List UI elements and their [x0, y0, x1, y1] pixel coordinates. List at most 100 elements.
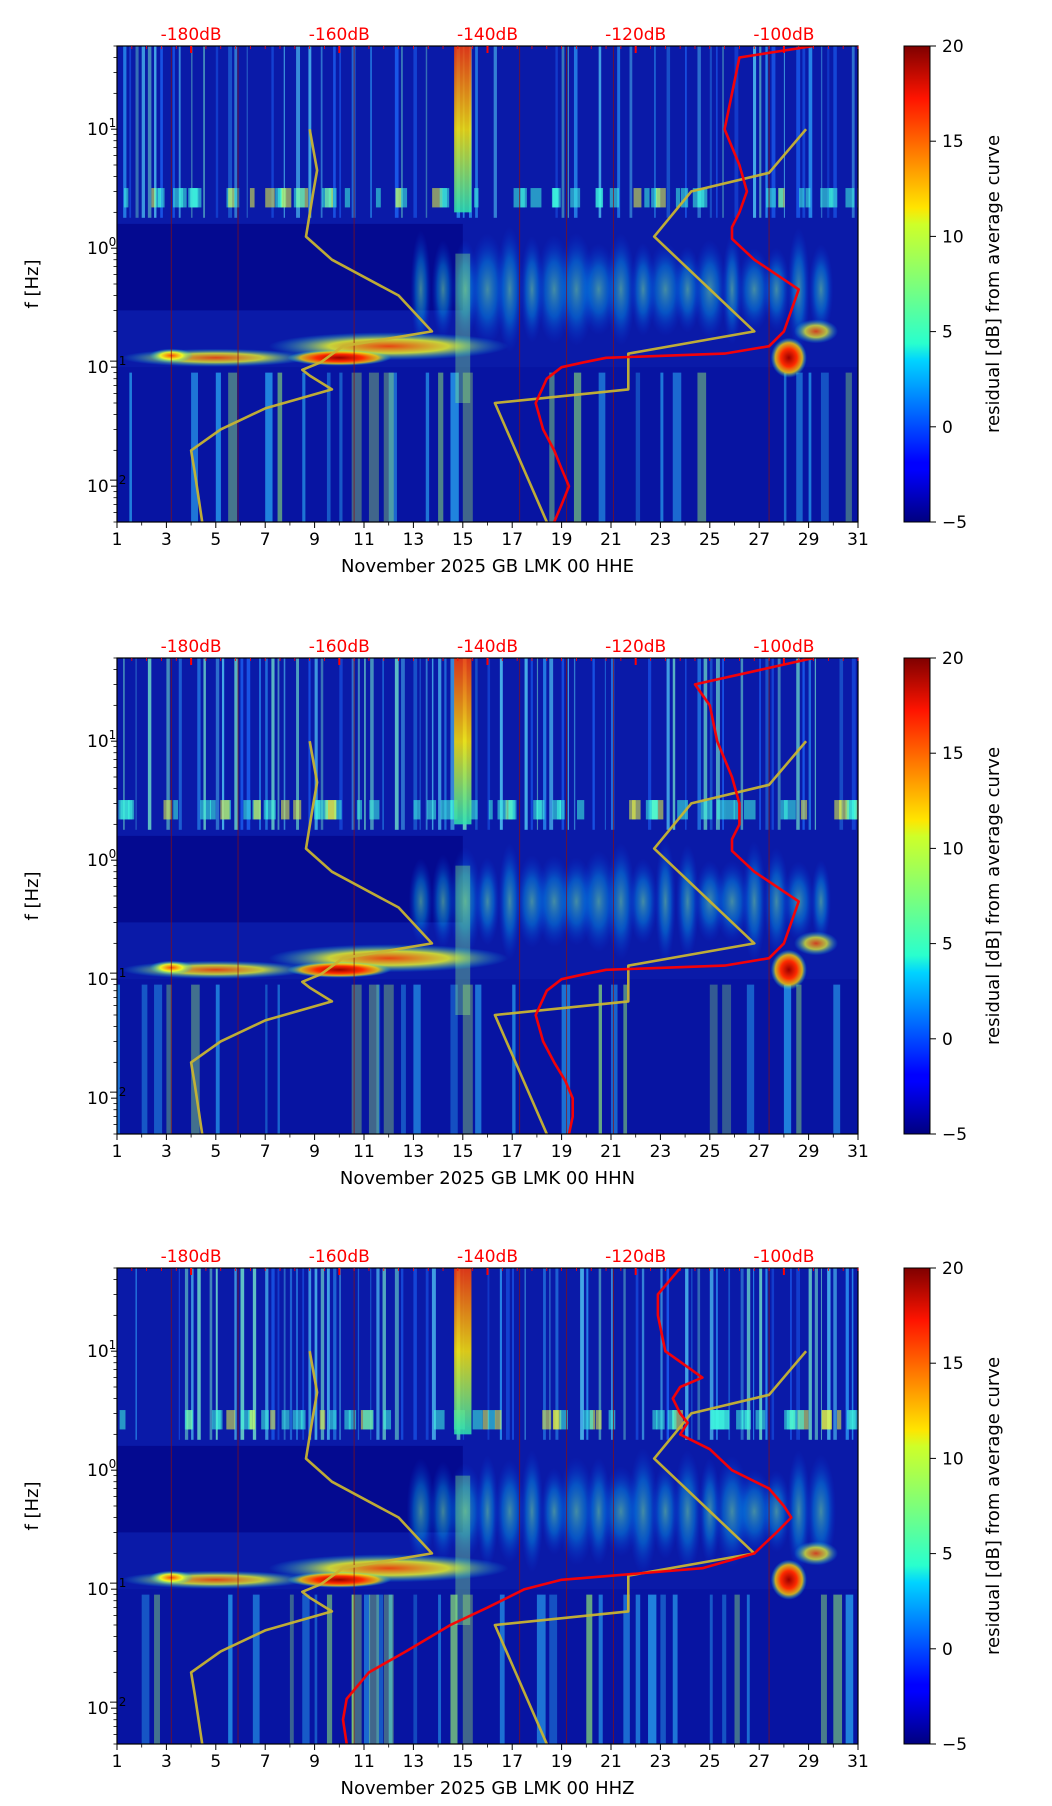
x-tick-label: 21	[600, 530, 622, 550]
streak	[302, 1268, 305, 1440]
x-tick-label: 9	[309, 1142, 320, 1162]
y-tick-label: 10−1	[87, 1576, 126, 1600]
streak	[685, 1268, 689, 1440]
streak	[759, 658, 761, 830]
average-psd-line	[534, 658, 814, 1134]
lf-stripe	[326, 1594, 333, 1744]
band-spot	[609, 188, 620, 208]
streak	[598, 1268, 602, 1440]
streak	[753, 46, 757, 218]
y-tick-label: 10−2	[87, 1085, 126, 1109]
streak	[672, 658, 676, 830]
low-frequency-band	[117, 367, 858, 522]
colorbar-tick-label: −5	[942, 513, 967, 533]
lf-stripe	[623, 984, 628, 1134]
lf-stripe	[326, 372, 331, 522]
band-spot	[552, 188, 561, 208]
lf-stripe	[598, 372, 606, 522]
microseism-streak	[476, 1455, 499, 1568]
colorbar-tick-label: 5	[942, 323, 953, 343]
x-tick-label: 7	[260, 1142, 271, 1162]
microseism-streak	[520, 1449, 544, 1574]
storm-core	[770, 1559, 807, 1600]
streak	[209, 1268, 213, 1440]
lf-stripe	[598, 984, 602, 1134]
streak	[543, 1268, 546, 1440]
streak	[697, 658, 701, 830]
x-tick-label: 3	[161, 530, 172, 550]
streak	[314, 1268, 318, 1440]
streak	[135, 658, 137, 830]
streak	[215, 1268, 218, 1440]
band-spot	[151, 188, 156, 208]
streak	[567, 46, 569, 218]
band-spot	[570, 188, 581, 208]
band-spot	[542, 1410, 552, 1430]
x-tick-label: 15	[452, 530, 474, 550]
band-spot	[356, 800, 363, 820]
lf-stripe	[277, 984, 280, 1134]
streak	[296, 46, 301, 218]
colorbar-label: residual [dB] from average curve	[983, 747, 1004, 1045]
band-spot	[583, 1410, 594, 1430]
y-tick-label: 10−2	[87, 473, 126, 497]
streak	[394, 46, 399, 218]
streak	[777, 658, 781, 830]
lf-stripe	[660, 372, 664, 522]
band-spot	[243, 800, 251, 820]
x-tick-label: 3	[161, 1142, 172, 1162]
band-spot	[741, 1410, 751, 1430]
band-spot	[249, 188, 255, 208]
x-tick-label: 9	[309, 1752, 320, 1772]
low-frequency-band	[117, 1589, 858, 1744]
storm-band	[794, 931, 839, 956]
band-spot	[656, 188, 666, 208]
lf-column	[462, 1594, 473, 1744]
streak	[851, 1268, 854, 1440]
lf-stripe	[820, 372, 829, 522]
streak	[475, 46, 478, 218]
streak	[197, 658, 201, 830]
lf-stripe	[215, 372, 221, 522]
streak	[611, 658, 615, 830]
band-spot	[755, 1410, 766, 1430]
band-spot	[733, 800, 739, 820]
quiet-band	[117, 1445, 463, 1533]
x-tick-label: 13	[403, 1752, 425, 1772]
streak	[808, 658, 811, 830]
streak	[191, 1268, 194, 1440]
streak	[444, 658, 447, 830]
noise-model-line	[493, 740, 808, 1134]
db-axis-label: -160dB	[309, 25, 370, 45]
db-axis-label: -120dB	[605, 1247, 666, 1267]
band-spot	[253, 800, 261, 820]
band-spot	[344, 188, 351, 208]
streak	[524, 658, 528, 830]
band-spot	[652, 1410, 658, 1430]
lf-stripe	[413, 984, 421, 1134]
band-spot	[192, 188, 198, 208]
streak	[833, 46, 837, 218]
db-axis-label: -180dB	[161, 1247, 222, 1267]
hot-column	[454, 658, 472, 825]
streak	[487, 1268, 490, 1440]
band-spot	[348, 1410, 357, 1430]
band-spot	[220, 800, 230, 820]
lf-stripe	[376, 984, 381, 1134]
streak	[759, 46, 762, 218]
y-tick-label: 101	[87, 728, 116, 752]
streak	[499, 658, 503, 830]
streak	[715, 1268, 718, 1440]
band-spot	[656, 1410, 665, 1430]
microseism-streak	[734, 1469, 774, 1554]
x-tick-label: 5	[210, 1752, 221, 1772]
band-spot	[200, 800, 212, 820]
microseism-streak	[498, 842, 522, 960]
streak	[259, 658, 261, 830]
streak	[666, 46, 671, 218]
lf-stripe	[302, 372, 306, 522]
streak	[845, 1268, 849, 1440]
band-spot	[798, 1410, 804, 1430]
microseism-streak	[448, 847, 482, 956]
